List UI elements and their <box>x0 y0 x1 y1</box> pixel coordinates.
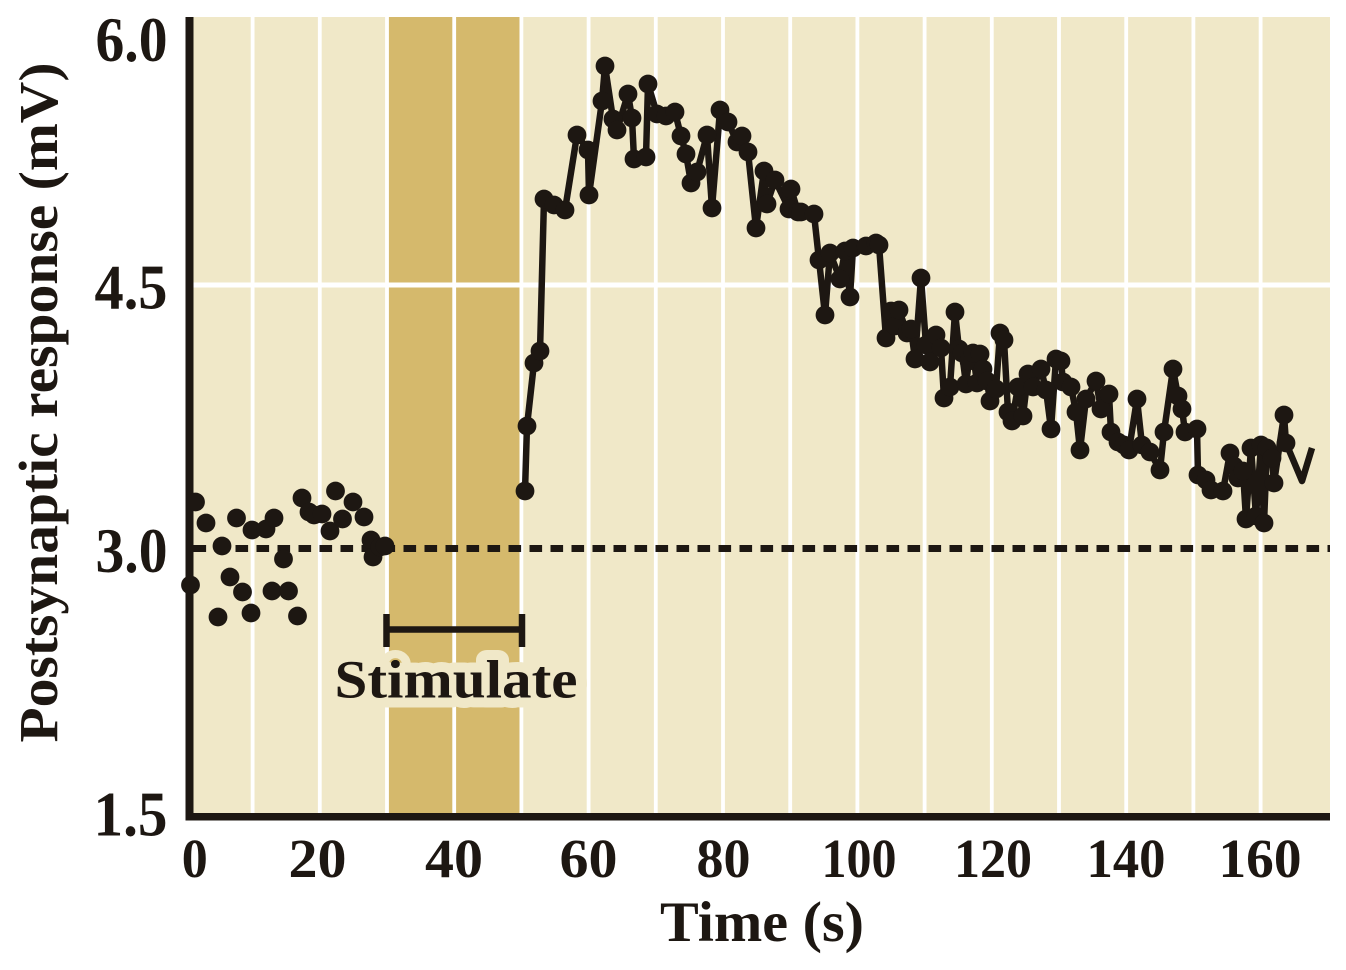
svg-text:3.0: 3.0 <box>96 516 168 586</box>
svg-text:160: 160 <box>1219 828 1302 889</box>
svg-text:4.5: 4.5 <box>95 253 168 323</box>
svg-text:100: 100 <box>822 828 897 889</box>
svg-text:80: 80 <box>697 828 751 889</box>
svg-text:Stimulate: Stimulate <box>335 650 578 710</box>
svg-text:120: 120 <box>954 828 1032 889</box>
svg-text:1.5: 1.5 <box>94 780 168 850</box>
svg-text:0: 0 <box>182 828 208 889</box>
svg-text:6.0: 6.0 <box>96 5 168 75</box>
svg-text:40: 40 <box>425 828 483 889</box>
svg-text:140: 140 <box>1087 828 1166 889</box>
svg-text:Time (s): Time (s) <box>660 891 864 954</box>
svg-text:Stimulate: Stimulate <box>335 650 578 710</box>
svg-text:Postsynaptic response (mV): Postsynaptic response (mV) <box>8 63 69 743</box>
svg-text:60: 60 <box>560 828 618 889</box>
svg-text:20: 20 <box>289 828 347 889</box>
